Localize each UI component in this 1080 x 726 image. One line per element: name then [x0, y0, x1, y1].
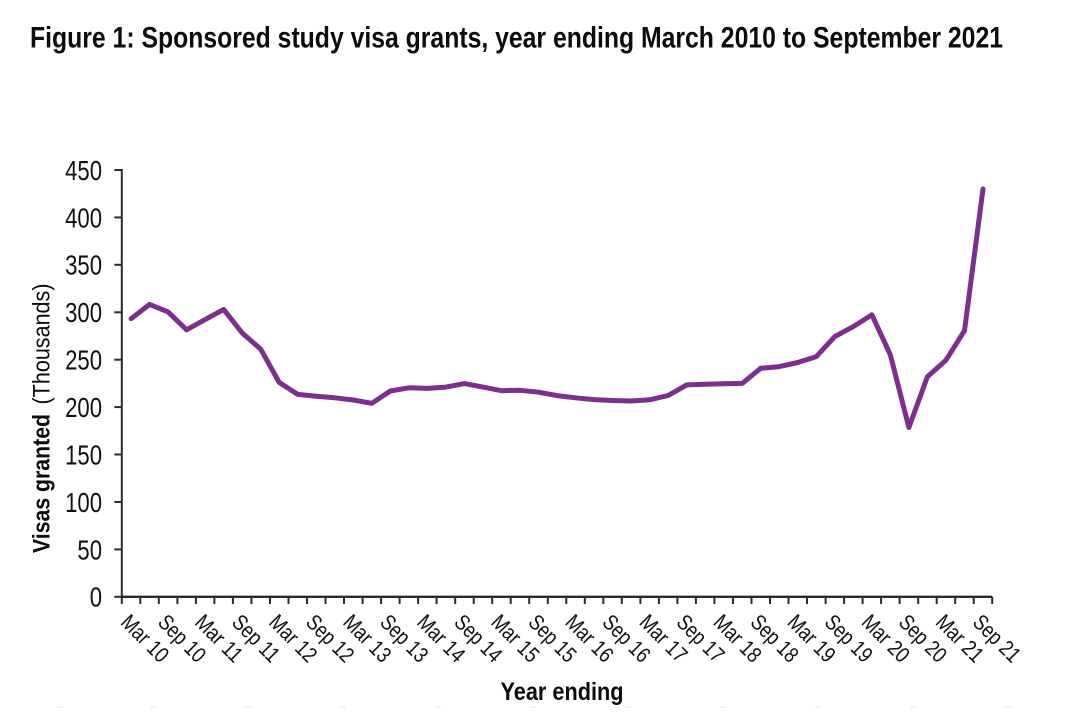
svg-text:Visas granted: Visas granted — [29, 414, 56, 553]
svg-text:(Thousands): (Thousands) — [29, 284, 56, 405]
svg-text:450: 450 — [65, 155, 102, 186]
svg-text:0: 0 — [90, 582, 102, 613]
svg-text:100: 100 — [65, 487, 102, 518]
svg-text:Figure 1: Sponsored study visa: Figure 1: Sponsored study visa grants, y… — [30, 22, 1003, 55]
svg-text:200: 200 — [65, 392, 102, 423]
svg-text:Year ending: Year ending — [501, 678, 624, 706]
svg-text:150: 150 — [65, 439, 102, 470]
svg-text:400: 400 — [65, 202, 102, 233]
svg-text:50: 50 — [77, 534, 102, 565]
svg-text:300: 300 — [65, 297, 102, 328]
svg-text:250: 250 — [65, 345, 102, 376]
svg-text:350: 350 — [65, 250, 102, 281]
